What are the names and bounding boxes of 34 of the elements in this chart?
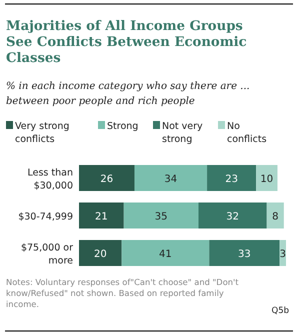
bar [207, 165, 256, 191]
data-label: 20 [94, 249, 107, 260]
bar [266, 202, 284, 228]
bar [209, 240, 280, 266]
legend-label: Very strong conflicts [15, 121, 70, 145]
text: Q5b [272, 306, 289, 316]
data-label: 23 [225, 174, 238, 185]
data-label: 41 [159, 249, 172, 260]
data-label: 10 [260, 174, 274, 185]
data-label: 3 [280, 249, 286, 260]
bar [124, 202, 199, 228]
data-label: 32 [226, 212, 240, 222]
bar [198, 202, 267, 228]
data-label: 33 [238, 249, 251, 260]
bar [256, 165, 278, 191]
bar [79, 240, 122, 266]
bar [122, 240, 210, 266]
data-label: 35 [154, 212, 168, 222]
chart-title: Majorities of All Income Groups See Conflicts Between Economic Classes [6, 19, 247, 66]
y-tick-label: $75,000 or more [20, 242, 74, 266]
data-label: 26 [100, 174, 114, 185]
y-tick-label: Less than $30,000 [28, 168, 73, 192]
data-label: 34 [164, 174, 178, 185]
data-label: 21 [95, 212, 108, 222]
chart-subtitle: % in each income category who say there are ... between poor people and rich people [6, 81, 250, 107]
data-label: 8 [272, 212, 279, 222]
bar [79, 165, 134, 191]
text: Notes: Voluntary responses of"Can't choose" and "Don't know/Refused" not shown. Based on reported family income. [6, 277, 240, 309]
y-tick-label: $30-74,999 [18, 212, 73, 222]
legend-label: Not very strong [162, 121, 204, 145]
bar [134, 165, 208, 191]
legend-label: No conflicts [227, 121, 267, 145]
bar [79, 202, 124, 228]
legend-label: Strong [107, 121, 138, 132]
